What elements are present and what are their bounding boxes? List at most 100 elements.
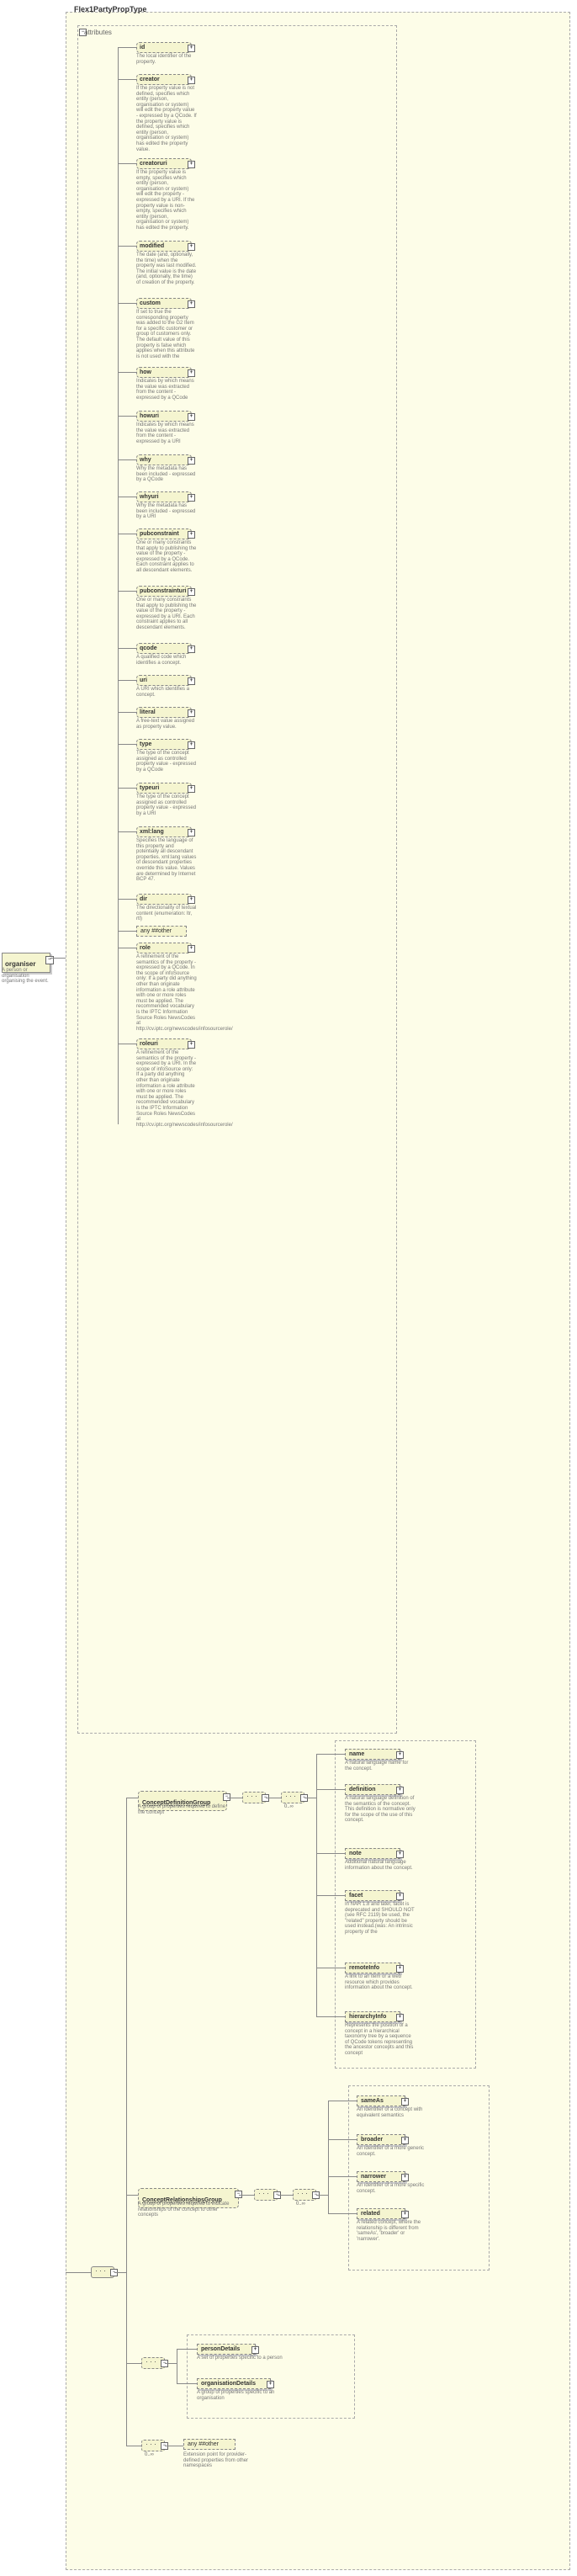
expand-icon[interactable]: + [188, 243, 195, 251]
sequence-compositor[interactable]: − [91, 2266, 114, 2278]
attribute-box[interactable]: xml:lang+ [136, 826, 192, 837]
elem-desc: A group of properties specific to an org… [197, 2390, 289, 2401]
expand-icon[interactable]: + [401, 2137, 409, 2144]
expand-icon[interactable]: + [188, 531, 195, 539]
attr-desc: The local identifier of the property. [136, 54, 197, 65]
expand-icon[interactable]: + [188, 829, 195, 837]
attr-name: pubconstraint [140, 531, 179, 537]
attribute-box[interactable]: qcode+ [136, 643, 192, 654]
elem-name: hierarchyInfo [349, 2014, 386, 2020]
attribute-box[interactable]: role+ [136, 943, 192, 953]
expand-icon[interactable]: + [188, 494, 195, 502]
element-box[interactable]: narrower+ [357, 2171, 405, 2182]
element-box[interactable]: hierarchyInfo+ [345, 2011, 400, 2022]
connector-line [316, 2016, 345, 2017]
expand-icon[interactable]: + [401, 2098, 409, 2106]
any-other-desc: Extension point for provider-defined pro… [183, 2452, 259, 2469]
attribute-box[interactable]: literal+ [136, 707, 192, 718]
element-box[interactable]: remoteInfo+ [345, 1963, 400, 1973]
connector-line [328, 2139, 357, 2140]
attribute-box[interactable]: modified + [136, 241, 192, 252]
element-box[interactable]: organisationDetails + [197, 2378, 271, 2389]
occurrence-label: 0..∞ [296, 2202, 305, 2207]
attribute-box[interactable]: whyuri + [136, 491, 192, 502]
connector-line [177, 2349, 197, 2350]
expand-icon[interactable]: + [188, 45, 195, 52]
element-box[interactable]: definition+ [345, 1784, 400, 1795]
elem-name: sameAs [361, 2098, 384, 2104]
expand-icon[interactable]: + [188, 677, 195, 685]
element-box[interactable]: sameAs+ [357, 2095, 405, 2106]
expand-icon[interactable]: + [267, 2381, 274, 2388]
connector-line [126, 2363, 141, 2364]
attribute-box[interactable]: dir + [136, 894, 192, 905]
expand-icon[interactable]: + [188, 896, 195, 904]
expand-icon[interactable]: + [396, 1965, 404, 1973]
attribute-box[interactable]: why+ [136, 454, 192, 465]
expand-icon[interactable]: + [188, 369, 195, 377]
attribute-box[interactable]: uri + [136, 675, 192, 686]
element-box[interactable]: related+ [357, 2208, 405, 2219]
sequence-compositor[interactable]: − [141, 2440, 165, 2451]
expand-icon[interactable]: + [251, 2346, 259, 2354]
expand-icon[interactable]: + [188, 1041, 195, 1049]
sequence-compositor[interactable]: − [242, 1792, 266, 1803]
element-box[interactable]: note+ [345, 1848, 400, 1859]
expand-icon[interactable]: + [396, 2014, 404, 2021]
element-box[interactable]: name+ [345, 1749, 400, 1760]
attribute-box[interactable]: pubconstrainturi+ [136, 586, 192, 597]
attribute-box[interactable]: type+ [136, 739, 192, 750]
elem-name: name [349, 1751, 364, 1757]
sequence-compositor[interactable]: − [254, 2189, 278, 2201]
attribute-box[interactable]: creator+ [136, 74, 192, 85]
attr-name: modified [140, 243, 164, 249]
element-box[interactable]: broader+ [357, 2134, 405, 2145]
expand-icon[interactable]: + [396, 1893, 404, 1900]
elem-name: organisationDetails [201, 2381, 256, 2387]
connector-line [118, 372, 136, 373]
expand-icon[interactable]: + [188, 77, 195, 84]
attribute-box[interactable]: creatoruri+ [136, 158, 192, 169]
expand-icon[interactable]: + [188, 457, 195, 465]
expand-icon[interactable]: + [188, 709, 195, 717]
attribute-box[interactable]: typeuri+ [136, 783, 192, 794]
elem-desc: A set of properties specific to a person [197, 2356, 289, 2361]
expand-icon[interactable]: + [188, 785, 195, 793]
expand-icon[interactable]: + [188, 741, 195, 749]
any-other-attr[interactable]: any ##other [136, 926, 187, 937]
expand-icon[interactable]: + [188, 645, 195, 653]
connector-line [165, 2363, 177, 2364]
attribute-box[interactable]: id+ [136, 42, 192, 53]
expand-icon[interactable]: + [401, 2174, 409, 2181]
attr-desc: A refinement of the semantics of the pro… [136, 954, 197, 1032]
element-box[interactable]: facet+ [345, 1890, 400, 1901]
sequence-compositor[interactable]: − [293, 2189, 316, 2201]
expand-icon[interactable]: + [396, 1851, 404, 1858]
attribute-box[interactable]: pubconstraint + [136, 528, 192, 539]
expand-icon[interactable]: + [188, 300, 195, 308]
attr-desc: Why the metadata has been included - exp… [136, 503, 197, 520]
any-other-element[interactable]: any ##other [183, 2439, 236, 2450]
expand-icon[interactable]: + [401, 2211, 409, 2218]
attribute-box[interactable]: howuri + [136, 411, 192, 422]
attr-desc: The directionality of textual content (e… [136, 906, 197, 922]
connector-line [316, 1789, 345, 1790]
expand-icon[interactable]: + [188, 588, 195, 596]
attribute-box[interactable]: roleuri+ [136, 1038, 192, 1049]
attr-desc: A free-text value assigned as property v… [136, 719, 197, 730]
expand-icon[interactable]: + [188, 413, 195, 421]
expand-icon[interactable]: + [396, 1787, 404, 1794]
attribute-box[interactable]: how+ [136, 367, 192, 378]
expand-icon[interactable]: + [188, 945, 195, 953]
sequence-compositor[interactable]: − [281, 1792, 304, 1803]
attribute-box[interactable]: custom+ [136, 298, 192, 309]
attr-name: uri [140, 677, 147, 683]
expand-icon[interactable]: + [396, 1751, 404, 1759]
choice-compositor[interactable]: − [141, 2357, 165, 2369]
attr-name: dir [140, 896, 147, 902]
attr-name: whyuri [140, 494, 159, 500]
group-desc: A group of properties required to indica… [138, 2202, 239, 2218]
element-box[interactable]: personDetails+ [197, 2344, 256, 2355]
attr-name: howuri [140, 413, 159, 419]
expand-icon[interactable]: + [188, 161, 195, 168]
